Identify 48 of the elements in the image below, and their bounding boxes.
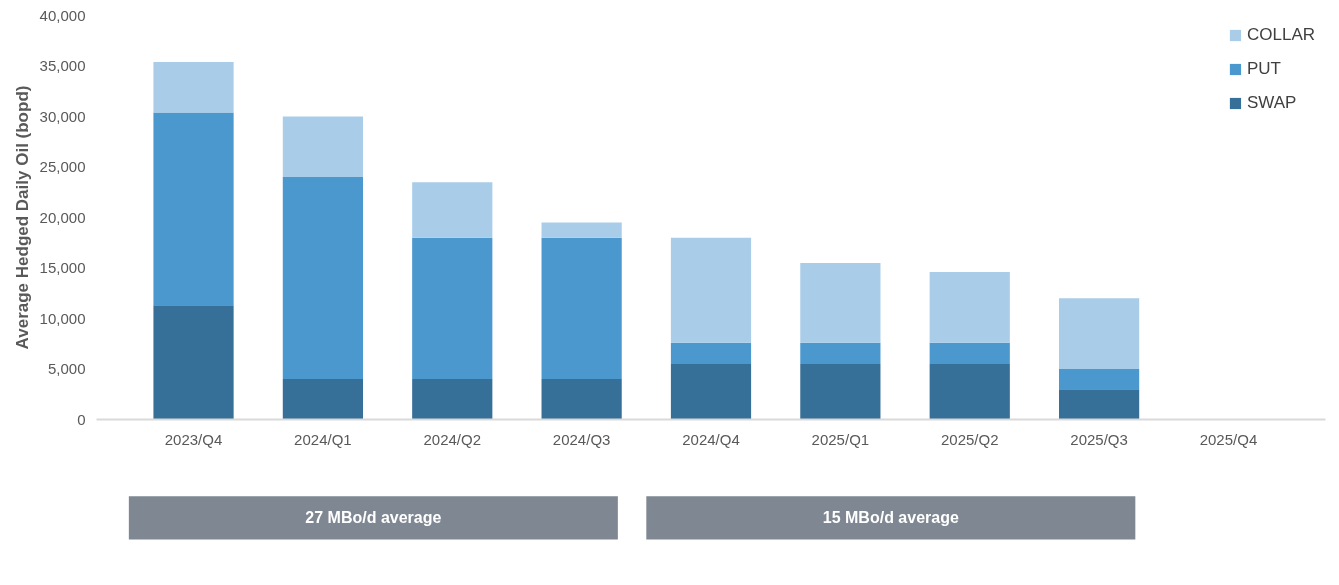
- y-tick-label: 0: [77, 410, 86, 428]
- bar: [670, 237, 752, 343]
- text: 15 MBo/d average: [822, 509, 959, 527]
- bar: [541, 237, 622, 380]
- bar: [541, 222, 622, 238]
- y-tick-label: 25,000: [39, 158, 86, 175]
- bar: [541, 379, 622, 420]
- x-tick-label: 2023/Q4: [164, 430, 223, 448]
- x-tick-label: 2025/Q3: [1070, 430, 1128, 448]
- bar: [800, 363, 881, 420]
- x-tick-label: 2024/Q4: [682, 430, 740, 448]
- y-tick-label: 35,000: [39, 57, 86, 74]
- bar: [800, 262, 881, 343]
- bar: [929, 342, 1010, 364]
- bar: [1059, 389, 1140, 420]
- text: 27 MBo/d average: [305, 509, 442, 527]
- legend-label: COLLAR: [1246, 25, 1315, 45]
- x-tick-label: 2024/Q1: [294, 430, 352, 448]
- bar: [153, 305, 234, 420]
- bar: [670, 363, 752, 420]
- bar: [153, 112, 234, 306]
- x-tick-label: 2025/Q2: [940, 430, 999, 448]
- y-tick-label: 40,000: [39, 6, 86, 24]
- bar: [929, 363, 1010, 420]
- y-tick-label: 10,000: [39, 309, 86, 327]
- x-tick-label: 2025/Q4: [1199, 430, 1258, 448]
- bar: [412, 379, 493, 420]
- y-tick-label: 20,000: [39, 208, 86, 226]
- legend-label: SWAP: [1246, 93, 1297, 113]
- bar: [800, 342, 881, 364]
- bar: [1059, 369, 1140, 390]
- bar: [153, 61, 234, 113]
- bar: [282, 379, 363, 420]
- bar: [1059, 298, 1140, 369]
- y-tick-label: 30,000: [39, 107, 86, 125]
- legend-label: PUT: [1246, 59, 1281, 79]
- bar: [670, 342, 752, 364]
- y-tick-label: 5,000: [47, 360, 86, 377]
- bar: [412, 182, 493, 238]
- bar: [282, 116, 363, 178]
- y-tick-label: 15,000: [39, 259, 86, 276]
- bar: [282, 177, 363, 380]
- x-tick-label: 2025/Q1: [811, 430, 870, 448]
- y-axis-title: Average Hedged Daily Oil (bopd): [12, 85, 32, 350]
- x-tick-label: 2024/Q2: [423, 430, 482, 448]
- bar: [412, 237, 493, 380]
- bar: [929, 272, 1010, 343]
- x-tick-label: 2024/Q3: [552, 430, 611, 448]
